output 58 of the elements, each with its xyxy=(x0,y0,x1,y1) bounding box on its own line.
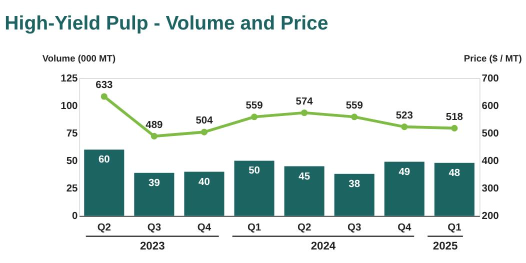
data-label: 48 xyxy=(448,168,460,179)
y-tick-label: 0 xyxy=(72,211,78,222)
bar xyxy=(184,172,224,216)
y-tick-label: 25 xyxy=(66,184,78,195)
point xyxy=(100,93,108,100)
data-label: 40 xyxy=(198,176,210,188)
y2-tick-label: 700 xyxy=(482,73,500,84)
data-label: 504 xyxy=(196,116,214,127)
y2-tick-label: 600 xyxy=(482,100,500,112)
point xyxy=(401,124,408,130)
y2-tick-label: 200 xyxy=(482,211,500,222)
bar xyxy=(84,150,124,216)
data-label: 38 xyxy=(348,178,360,190)
data-label: 489 xyxy=(146,120,164,131)
text: 2023 xyxy=(140,240,165,252)
chart-title: High-Yield Pulp - Volume and Price xyxy=(4,12,328,35)
text: 2025 xyxy=(432,240,458,252)
data-label: 45 xyxy=(298,171,310,182)
bar xyxy=(434,162,474,216)
data-label: 39 xyxy=(148,178,160,189)
data-label: 60 xyxy=(98,154,110,166)
point xyxy=(351,114,358,120)
y2-axis-title: Price ($ / MT) xyxy=(464,54,522,64)
x-tick-label: Q4 xyxy=(398,222,412,234)
data-label: 633 xyxy=(96,80,113,92)
bar xyxy=(234,160,274,216)
data-label: 518 xyxy=(446,112,464,123)
point xyxy=(200,128,208,136)
bar xyxy=(134,172,174,216)
x-tick-label: Q1 xyxy=(247,222,262,234)
text: 2024 xyxy=(310,240,336,252)
data-label: 574 xyxy=(296,96,314,108)
y-tick-label: 75 xyxy=(66,128,78,140)
x-tick-label: Q1 xyxy=(448,222,462,234)
y2-tick-label: 400 xyxy=(482,156,500,167)
x-tick-label: Q3 xyxy=(348,222,362,234)
x-tick-label: Q2 xyxy=(297,222,312,234)
y-tick-label: 125 xyxy=(60,73,78,84)
data-label: 49 xyxy=(398,166,410,178)
data-label: 50 xyxy=(248,166,260,177)
point xyxy=(150,132,158,140)
point xyxy=(451,124,458,132)
data-label: 523 xyxy=(396,110,414,122)
x-tick-label: Q4 xyxy=(197,222,212,234)
bar xyxy=(284,166,324,216)
y2-tick-label: 300 xyxy=(482,184,500,195)
data-label: 559 xyxy=(346,100,364,112)
y-tick-label: 100 xyxy=(60,100,78,112)
y-tick-label: 50 xyxy=(66,156,78,167)
y-axis-title: Volume (000 MT) xyxy=(42,54,116,64)
bar xyxy=(334,174,374,216)
x-tick-label: Q3 xyxy=(147,222,162,234)
data-label: 559 xyxy=(246,100,264,112)
x-tick-label: Q2 xyxy=(97,222,112,234)
bar xyxy=(384,162,424,216)
y2-tick-label: 500 xyxy=(482,128,500,140)
point xyxy=(301,109,308,116)
point xyxy=(250,114,258,120)
